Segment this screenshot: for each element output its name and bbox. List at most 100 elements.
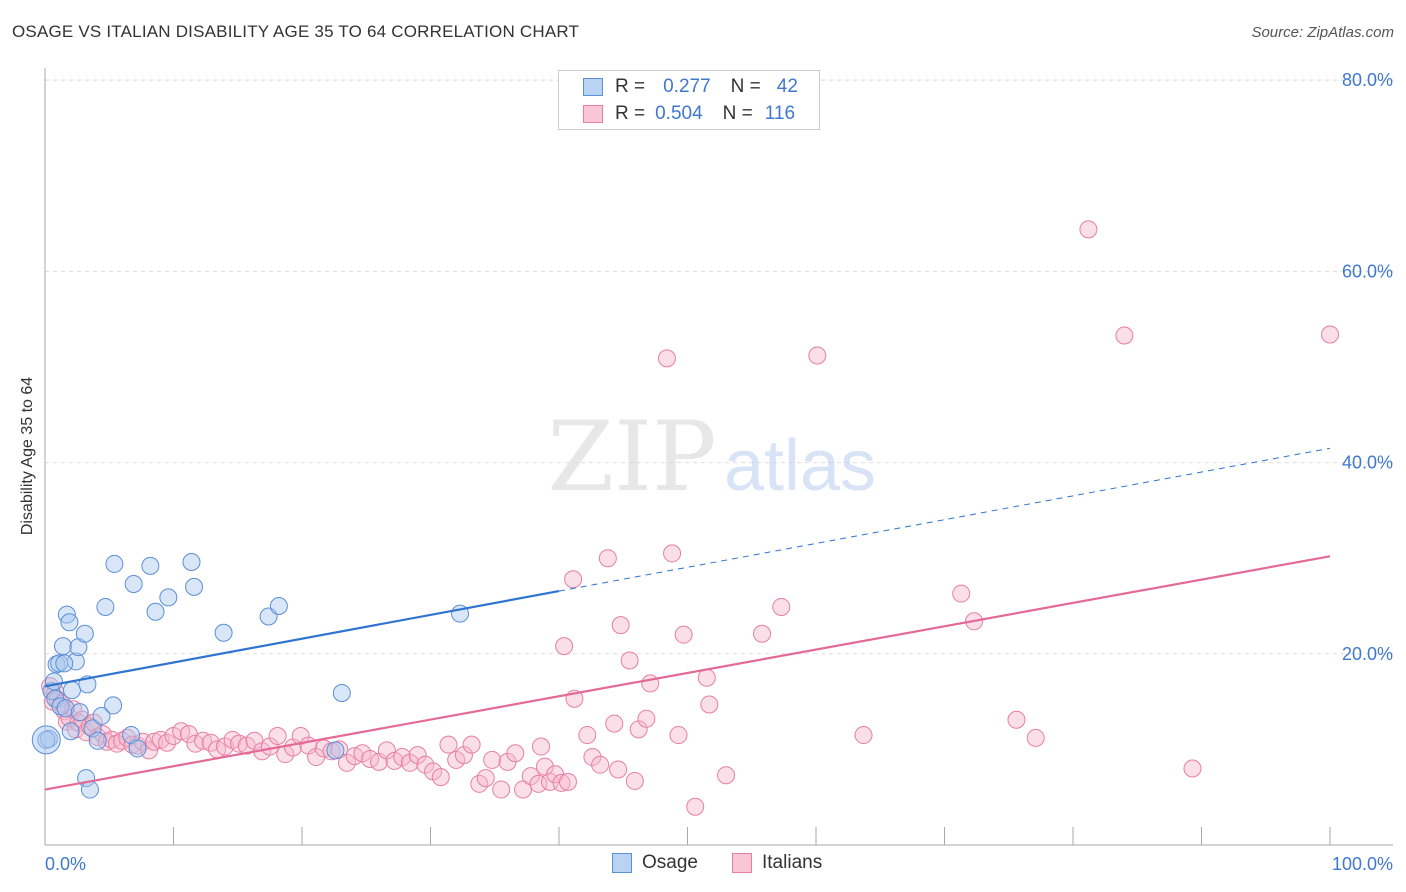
italians-point: [1115, 326, 1134, 345]
italians-point: [637, 709, 656, 728]
gridlines: [45, 79, 1393, 655]
italians-point: [291, 727, 310, 746]
italians-point: [506, 744, 525, 763]
italians-point: [657, 349, 676, 368]
y-tick-label: 80.0%: [1342, 70, 1393, 90]
italians-point: [717, 766, 736, 785]
osage-point: [66, 652, 85, 671]
series-legend: Osage Italians: [0, 852, 1406, 876]
italians-point: [431, 768, 450, 787]
osage-trendline: [44, 590, 560, 688]
italians-point: [591, 755, 610, 774]
italians-point: [1079, 220, 1098, 239]
legend-r-value: 0.504: [655, 103, 703, 124]
osage-point: [185, 577, 204, 596]
italians-point: [772, 597, 791, 616]
osage-point: [104, 696, 123, 715]
osage-point: [124, 575, 143, 594]
osage-point-large: [31, 725, 61, 755]
italians-point: [377, 741, 396, 760]
osage-point: [159, 588, 178, 607]
italians-point: [215, 737, 234, 756]
legend-label-osage: Osage: [642, 852, 698, 873]
osage-point: [55, 654, 74, 673]
osage-legend-swatch: [612, 853, 632, 873]
zipatlas-watermark: ZIP atlas: [547, 401, 876, 513]
italians-point: [578, 726, 597, 745]
italians-point: [476, 769, 495, 788]
osage-point: [96, 597, 115, 616]
osage-point: [62, 681, 81, 700]
legend-n-value: 42: [776, 76, 798, 97]
italians-point: [454, 746, 473, 765]
italians-point: [552, 773, 571, 792]
italians-point: [625, 771, 644, 790]
italians-point: [641, 674, 660, 693]
italians-point: [140, 741, 159, 760]
y-tick-label: 60.0%: [1342, 261, 1393, 281]
osage-point: [146, 602, 165, 621]
italians-point: [583, 748, 602, 767]
legend-n-label: N =: [722, 103, 753, 124]
italians-point: [555, 637, 574, 656]
italians-point: [605, 714, 624, 733]
italians-trendline: [44, 555, 1331, 791]
italians-point: [194, 731, 213, 750]
italians-point: [808, 346, 827, 365]
italians-point: [674, 625, 693, 644]
italians-point: [201, 733, 220, 752]
osage-point: [88, 731, 107, 750]
italians-point: [854, 726, 873, 745]
legend-n-label: N =: [730, 76, 761, 97]
osage-point: [269, 597, 288, 615]
italians-point: [753, 624, 772, 643]
italians-point: [686, 797, 705, 816]
osage-point: [326, 741, 345, 760]
legend-row-italians: R = 0.504 N = 116: [583, 102, 795, 126]
italians-point: [416, 755, 435, 774]
osage-point: [56, 699, 75, 718]
osage-swatch: [583, 78, 603, 96]
osage-point: [214, 623, 233, 642]
italians-point: [609, 760, 628, 779]
italians-point: [598, 549, 617, 568]
italians-point: [529, 774, 548, 793]
italians-point: [700, 695, 719, 714]
italians-point: [1183, 759, 1202, 778]
watermark-zip: ZIP: [547, 401, 716, 513]
legend-item-italians: Italians: [732, 852, 822, 874]
italians-point: [669, 726, 688, 745]
italians-point: [107, 734, 126, 753]
chart-title: OSAGE VS ITALIAN DISABILITY AGE 35 TO 64…: [12, 22, 580, 41]
italians-point: [611, 616, 630, 635]
italians-point: [145, 732, 164, 751]
italians-point: [564, 570, 583, 589]
osage-point: [80, 780, 99, 799]
italians-point: [230, 734, 249, 753]
stats-legend: R = 0.277 N = 42 R = 0.504 N = 116: [558, 70, 820, 130]
axes: [44, 68, 1393, 846]
legend-r-value: 0.277: [663, 76, 711, 97]
osage-point: [60, 613, 79, 632]
osage-point: [44, 672, 63, 691]
y-tick-label: 20.0%: [1342, 644, 1393, 664]
watermark-atlas: atlas: [724, 426, 876, 506]
osage-point: [128, 739, 147, 758]
italians-point: [462, 735, 481, 754]
legend-n-value: 116: [764, 103, 796, 124]
osage-point: [92, 706, 111, 725]
italians-point: [663, 544, 682, 563]
x-tick-labels: 0.0% 100.0%: [45, 854, 1393, 874]
italians-points: [41, 220, 1339, 816]
trendlines: [44, 447, 1331, 791]
italians-point: [521, 767, 540, 786]
italians-legend-swatch: [732, 853, 752, 873]
osage-trendline-extension: [558, 447, 1331, 592]
italians-point: [337, 753, 356, 772]
y-tick-label: 40.0%: [1342, 453, 1393, 473]
italians-point: [268, 727, 287, 746]
osage-point: [141, 556, 160, 575]
legend-r-label: R =: [615, 103, 646, 124]
osage-point: [105, 554, 124, 573]
